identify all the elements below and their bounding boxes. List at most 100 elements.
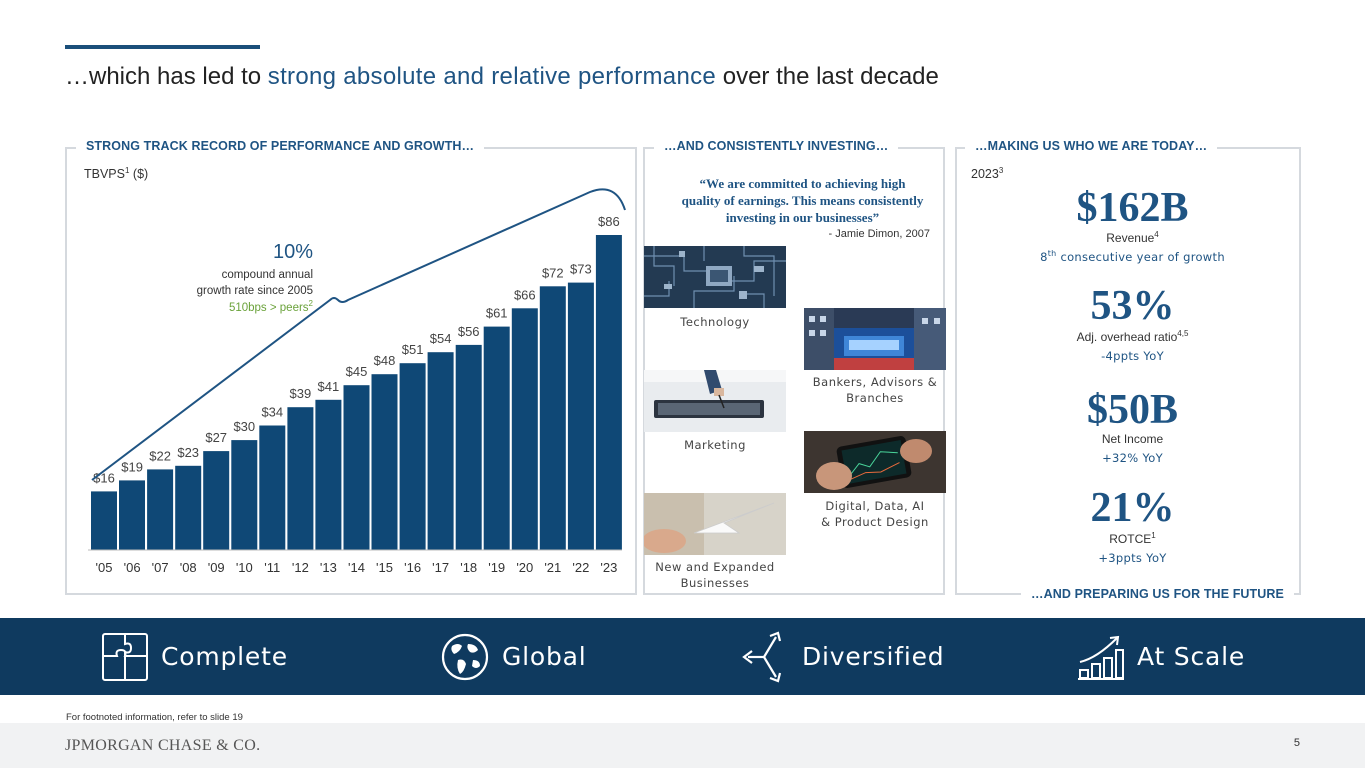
rotce-value: 21% — [1090, 485, 1175, 531]
growth-chart-icon — [1078, 635, 1124, 680]
chart-title-suffix: ($) — [129, 167, 149, 181]
headline-highlight: strong absolute and relative performance — [267, 63, 717, 90]
bar-15 — [511, 308, 538, 550]
branches-image — [804, 308, 946, 370]
net-income-label: Net Income — [1101, 432, 1164, 446]
pillar-at-scale-label: At Scale — [1137, 642, 1246, 671]
dimon-quote: “We are committed to achieving high qual… — [660, 175, 945, 226]
bar-13 — [455, 344, 482, 550]
bar-value-label: $45 — [346, 364, 368, 379]
bar-6 — [259, 425, 286, 550]
chart-bars — [91, 235, 622, 550]
growth-trend-curve — [91, 188, 626, 481]
diversify-arrows-icon — [742, 631, 782, 682]
bar-value-label: $30 — [233, 419, 255, 434]
bar-value-label: $61 — [486, 306, 508, 321]
x-tick-label: '17 — [432, 560, 449, 575]
investing-panel-title: …AND CONSISTENTLY INVESTING… — [654, 139, 899, 153]
branches-caption-line-1: Bankers, Advisors & — [812, 375, 938, 389]
today-panel-title: …MAKING US WHO WE ARE TODAY… — [965, 139, 1218, 153]
x-tick-label: '14 — [348, 560, 365, 575]
slide-headline: …which has led to strong absolute and re… — [65, 63, 939, 91]
x-tick-label: '23 — [600, 560, 617, 575]
bar-value-label: $66 — [514, 287, 536, 302]
quote-line-1: “We are committed to achieving high — [699, 176, 906, 191]
bar-value-label: $72 — [542, 265, 564, 280]
x-tick-label: '10 — [236, 560, 253, 575]
bar-17 — [567, 282, 594, 550]
overhead-sub: -4ppts YoY — [1101, 349, 1164, 363]
x-tick-label: '20 — [516, 560, 533, 575]
cagr-desc-1: compound annual — [221, 269, 313, 281]
cagr-value: 10% — [272, 241, 313, 263]
cagr-peers-text: 510bps > peers — [228, 302, 309, 314]
pillar-diversified: Diversified — [740, 618, 944, 695]
bar-12 — [427, 352, 454, 550]
digital-caption-line-2: & Product Design — [821, 515, 929, 529]
x-tick-label: '12 — [292, 560, 309, 575]
revenue-label: Revenue4 — [955, 230, 1310, 246]
chart-tick-labels: '05 '06 '07 '08 '09 '10 '11 '12 '13 '14 '15 '16 '17 '… — [96, 560, 618, 575]
bar-value-label: $54 — [430, 331, 452, 346]
bar-value-label: $86 — [598, 214, 620, 229]
new-businesses-caption-line-1: New and Expanded — [655, 560, 775, 574]
technology-caption: Technology — [680, 315, 750, 329]
headline-prefix: …which has led to — [65, 63, 268, 90]
branches-caption-line-2: Branches — [846, 391, 904, 405]
cagr-peers: 510bps > peers2 — [153, 299, 313, 314]
headline-suffix: over the last decade — [716, 63, 939, 90]
x-tick-label: '16 — [404, 560, 421, 575]
bar-value-label: $41 — [318, 379, 340, 394]
digital-caption-line-1: Digital, Data, AI — [825, 499, 925, 513]
revenue-sub-sup: th — [1047, 249, 1057, 259]
digital-caption: Digital, Data, AI & Product Design — [804, 498, 946, 530]
bar-14 — [483, 326, 510, 550]
revenue-label-sup: 4 — [1154, 230, 1159, 239]
page-number: 5 — [1293, 737, 1300, 749]
revenue-sub: 8th consecutive year of growth — [955, 250, 1310, 264]
x-tick-label: '18 — [460, 560, 477, 575]
quote-attribution: - Jamie Dimon, 2007 — [828, 228, 931, 240]
today-panel: …MAKING US WHO WE ARE TODAY… …AND PREPAR… — [955, 139, 1301, 601]
performance-panel: STRONG TRACK RECORD OF PERFORMANCE AND G… — [65, 139, 637, 595]
bar-4 — [203, 451, 230, 550]
pillar-at-scale: At Scale — [1077, 618, 1245, 695]
bar-value-label: $22 — [149, 448, 171, 463]
x-tick-label: '08 — [180, 560, 197, 575]
technology-image — [644, 246, 786, 308]
marketing-caption: Marketing — [684, 438, 746, 452]
bar-10 — [371, 374, 398, 550]
bar-16 — [539, 286, 566, 550]
new-businesses-image — [644, 493, 786, 555]
pillar-complete: Complete — [101, 618, 288, 695]
future-panel-title: …AND PREPARING US FOR THE FUTURE — [1021, 587, 1294, 601]
bar-value-label: $73 — [570, 262, 592, 277]
today-year-sup: 3 — [998, 165, 1004, 175]
x-tick-label: '19 — [488, 560, 505, 575]
bar-value-label: $34 — [261, 405, 283, 420]
bar-7 — [287, 407, 314, 550]
cagr-peers-sup: 2 — [308, 299, 313, 309]
tbvps-bar-chart: $16$19$22 $23$27$30$34$39 $41$45$48$51$54 $… — [88, 188, 626, 575]
chart-title-sup: 1 — [125, 165, 130, 175]
x-tick-label: '05 — [96, 560, 113, 575]
pillars-band: Complete Global Diversified — [0, 618, 1365, 695]
pillar-diversified-label: Diversified — [802, 642, 945, 671]
x-tick-label: '22 — [572, 560, 589, 575]
digital-image — [804, 431, 946, 493]
bar-value-label: $23 — [177, 445, 199, 460]
quote-line-2: quality of earnings. This means consiste… — [681, 193, 924, 208]
x-tick-label: '11 — [264, 560, 280, 575]
overhead-label-sup: 4,5 — [1177, 329, 1189, 338]
new-businesses-caption: New and Expanded Businesses — [644, 559, 786, 591]
bar-11 — [399, 363, 426, 550]
revenue-sub-prefix: 8 — [1040, 250, 1048, 264]
bar-value-label: $51 — [402, 342, 424, 357]
x-tick-label: '21 — [544, 560, 561, 575]
overhead-label-text: Adj. overhead ratio — [1076, 330, 1178, 344]
revenue-value: $162B — [1076, 185, 1189, 231]
today-year: 20233 — [971, 165, 1004, 181]
pillar-complete-label: Complete — [161, 642, 288, 671]
rotce-label-sup: 1 — [1151, 531, 1156, 540]
bar-value-label: $27 — [205, 430, 227, 445]
